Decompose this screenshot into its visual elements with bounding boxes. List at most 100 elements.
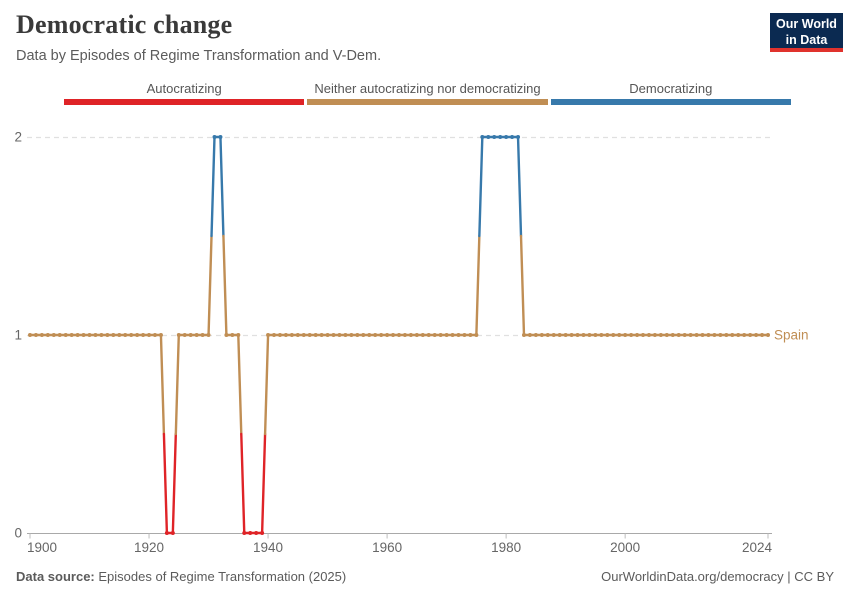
data-point[interactable]: [230, 333, 235, 337]
data-point[interactable]: [33, 333, 38, 337]
data-point[interactable]: [105, 333, 110, 337]
data-point[interactable]: [331, 333, 336, 337]
data-point[interactable]: [635, 333, 640, 337]
data-point[interactable]: [664, 333, 669, 337]
data-point[interactable]: [254, 531, 259, 535]
data-point[interactable]: [450, 333, 455, 337]
data-point[interactable]: [498, 135, 503, 139]
data-point[interactable]: [432, 333, 437, 337]
data-point[interactable]: [474, 333, 479, 337]
data-point[interactable]: [563, 333, 568, 337]
data-point[interactable]: [295, 333, 300, 337]
data-point[interactable]: [260, 531, 265, 535]
data-point[interactable]: [385, 333, 390, 337]
legend-item-democratizing[interactable]: Democratizing: [550, 81, 791, 105]
data-point[interactable]: [123, 333, 128, 337]
data-point[interactable]: [373, 333, 378, 337]
data-point[interactable]: [391, 333, 396, 337]
data-point[interactable]: [575, 333, 580, 337]
data-point[interactable]: [57, 333, 62, 337]
data-point[interactable]: [152, 333, 157, 337]
data-point[interactable]: [63, 333, 68, 337]
data-point[interactable]: [533, 333, 538, 337]
data-point[interactable]: [39, 333, 44, 337]
data-point[interactable]: [87, 333, 92, 337]
data-point[interactable]: [402, 333, 407, 337]
data-point[interactable]: [319, 333, 324, 337]
data-point[interactable]: [93, 333, 98, 337]
data-point[interactable]: [272, 333, 277, 337]
data-point[interactable]: [414, 333, 419, 337]
data-point[interactable]: [170, 531, 175, 535]
data-point[interactable]: [236, 333, 241, 337]
data-point[interactable]: [599, 333, 604, 337]
data-point[interactable]: [164, 531, 169, 535]
data-point[interactable]: [569, 333, 574, 337]
data-point[interactable]: [551, 333, 556, 337]
data-point[interactable]: [141, 333, 146, 337]
data-point[interactable]: [593, 333, 598, 337]
data-point[interactable]: [527, 333, 532, 337]
data-point[interactable]: [397, 333, 401, 337]
data-point[interactable]: [69, 333, 74, 337]
data-point[interactable]: [682, 333, 687, 337]
data-point[interactable]: [206, 333, 211, 337]
data-point[interactable]: [641, 333, 646, 337]
legend-item-neither[interactable]: Neither autocratizing nor democratizing: [307, 81, 548, 105]
data-point[interactable]: [224, 333, 229, 337]
data-point[interactable]: [730, 333, 735, 337]
data-point[interactable]: [516, 135, 521, 139]
data-point[interactable]: [147, 333, 152, 337]
data-point[interactable]: [99, 333, 104, 337]
data-point[interactable]: [688, 333, 693, 337]
data-point[interactable]: [581, 333, 586, 337]
data-point[interactable]: [700, 333, 705, 337]
data-point[interactable]: [611, 333, 616, 337]
data-point[interactable]: [367, 333, 372, 337]
data-point[interactable]: [617, 333, 622, 337]
data-point[interactable]: [444, 333, 449, 337]
data-point[interactable]: [521, 333, 526, 337]
data-point[interactable]: [557, 333, 562, 337]
data-point[interactable]: [129, 333, 134, 337]
data-point[interactable]: [266, 333, 271, 337]
data-point[interactable]: [420, 333, 425, 337]
data-point[interactable]: [81, 333, 86, 337]
data-point[interactable]: [646, 333, 651, 337]
data-point[interactable]: [748, 333, 753, 337]
data-point[interactable]: [492, 135, 497, 139]
data-point[interactable]: [242, 531, 247, 535]
data-point[interactable]: [724, 333, 729, 337]
data-point[interactable]: [426, 333, 431, 337]
data-point[interactable]: [623, 333, 628, 337]
data-point[interactable]: [379, 333, 384, 337]
owid-logo[interactable]: Our World in Data: [770, 13, 843, 52]
data-point[interactable]: [51, 333, 56, 337]
data-point[interactable]: [307, 333, 312, 337]
data-point[interactable]: [706, 333, 711, 337]
data-point[interactable]: [456, 333, 461, 337]
data-point[interactable]: [194, 333, 199, 337]
legend-item-autocratizing[interactable]: Autocratizing: [64, 81, 305, 105]
data-point[interactable]: [212, 135, 217, 139]
data-point[interactable]: [337, 333, 342, 337]
data-point[interactable]: [188, 333, 193, 337]
data-point[interactable]: [325, 333, 330, 337]
data-point[interactable]: [158, 333, 163, 337]
data-point[interactable]: [200, 333, 205, 337]
data-point[interactable]: [658, 333, 663, 337]
data-point[interactable]: [670, 333, 675, 337]
data-point[interactable]: [462, 333, 467, 337]
attribution-link[interactable]: OurWorldinData.org/democracy | CC BY: [601, 569, 834, 584]
data-point[interactable]: [301, 333, 306, 337]
data-point[interactable]: [742, 333, 747, 337]
data-point[interactable]: [277, 333, 282, 337]
data-point[interactable]: [135, 333, 140, 337]
data-point[interactable]: [182, 333, 187, 337]
data-point[interactable]: [75, 333, 80, 337]
data-point[interactable]: [45, 333, 50, 337]
series-label-spain[interactable]: Spain: [774, 328, 809, 343]
data-point[interactable]: [629, 333, 634, 337]
data-point[interactable]: [712, 333, 717, 337]
